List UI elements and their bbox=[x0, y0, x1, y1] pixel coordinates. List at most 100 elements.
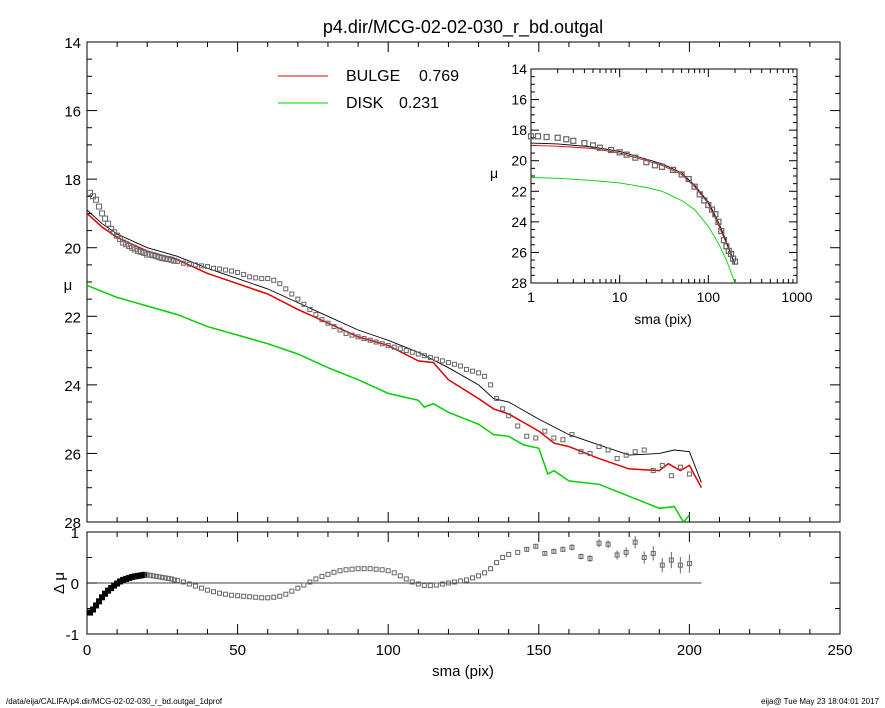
residual-data-point bbox=[421, 583, 427, 589]
inset-disk-line bbox=[530, 177, 736, 284]
main-data-point bbox=[482, 373, 488, 379]
main-data-point bbox=[93, 196, 100, 203]
main-data-point bbox=[168, 256, 175, 263]
residual-data-point bbox=[283, 591, 289, 597]
inset-data-point bbox=[691, 183, 698, 190]
main-data-point bbox=[677, 464, 683, 470]
residual-data-point bbox=[464, 577, 470, 583]
inset-x-tick-label: 1 bbox=[527, 289, 535, 305]
residual-data-point bbox=[165, 575, 171, 581]
inset-data-point bbox=[731, 258, 739, 265]
main-data-point bbox=[488, 382, 494, 388]
legend-bulge-value: 0.769 bbox=[419, 68, 459, 85]
main-data-point bbox=[87, 189, 94, 196]
main-data-point bbox=[247, 274, 253, 280]
inset-x-tick-label: 100 bbox=[697, 289, 721, 305]
main-data-point bbox=[476, 370, 482, 376]
residual-data-point bbox=[174, 577, 180, 583]
main-data-point bbox=[451, 361, 457, 367]
main-data-point bbox=[153, 253, 160, 260]
main-data-point bbox=[331, 324, 337, 330]
inset-x-axis-label: sma (pix) bbox=[634, 311, 692, 327]
main-data-point bbox=[211, 265, 217, 271]
main-y-tick-label: 20 bbox=[64, 241, 81, 258]
main-data-point bbox=[343, 330, 349, 336]
residual-data-point bbox=[331, 569, 337, 575]
main-data-point bbox=[587, 450, 593, 456]
inset-data-point bbox=[527, 133, 535, 140]
main-data-point bbox=[533, 435, 539, 441]
main-data-point bbox=[494, 396, 500, 402]
residual-data-point bbox=[355, 566, 361, 572]
main-y-tick-label: 16 bbox=[64, 104, 81, 121]
residual-y-tick-label: -1 bbox=[66, 627, 79, 644]
residual-data-point bbox=[271, 594, 277, 600]
main-data-point bbox=[223, 267, 229, 273]
residual-data-point bbox=[277, 593, 283, 599]
main-data-point bbox=[277, 281, 283, 287]
residual-data-point bbox=[391, 570, 397, 576]
main-data-point bbox=[102, 215, 109, 222]
main-data-point bbox=[515, 423, 521, 429]
main-bulge-line bbox=[86, 212, 703, 489]
residual-data-point bbox=[409, 579, 415, 585]
main-data-point bbox=[283, 286, 289, 292]
inset-y-tick-label: 26 bbox=[511, 244, 527, 260]
inset-x-tick-label: 10 bbox=[612, 289, 628, 305]
main-data-point bbox=[542, 428, 548, 434]
residual-data-point bbox=[403, 576, 409, 582]
inset-data-point bbox=[570, 137, 577, 144]
x-tick-label: 0 bbox=[83, 642, 91, 659]
inset-data-point bbox=[632, 154, 639, 161]
residual-data-point bbox=[677, 562, 683, 568]
residual-data-point bbox=[265, 595, 271, 601]
residual-data-point bbox=[144, 572, 150, 578]
main-data-point bbox=[162, 255, 169, 262]
main-data-point bbox=[141, 249, 148, 256]
residual-y-tick-label: 0 bbox=[71, 576, 79, 593]
main-data-point bbox=[180, 260, 186, 266]
main-data-point bbox=[578, 449, 584, 455]
main-data-point bbox=[385, 342, 391, 348]
residual-data-point bbox=[150, 573, 156, 579]
residual-data-point bbox=[168, 576, 174, 582]
residual-data-point bbox=[235, 593, 241, 599]
main-y-tick-label: 28 bbox=[64, 515, 81, 532]
residual-data-point bbox=[307, 579, 313, 585]
main-data-point bbox=[415, 351, 421, 357]
residual-data-point bbox=[470, 575, 476, 581]
main-data-point bbox=[470, 368, 476, 374]
main-data-point bbox=[349, 332, 355, 338]
residual-data-point bbox=[180, 579, 186, 585]
main-data-point bbox=[319, 317, 325, 323]
inset-y-tick-label: 14 bbox=[511, 61, 527, 77]
x-tick-label: 200 bbox=[677, 642, 702, 659]
residual-data-point bbox=[87, 609, 94, 616]
main-data-point bbox=[373, 339, 379, 345]
main-data-point bbox=[409, 349, 415, 355]
residual-data-point bbox=[379, 567, 385, 573]
main-y-tick-label: 14 bbox=[64, 35, 81, 52]
main-data-point bbox=[464, 366, 470, 372]
inset-data-point bbox=[581, 140, 588, 147]
inset-plot-frame bbox=[530, 68, 798, 284]
inset-y-tick-label: 18 bbox=[511, 122, 527, 138]
main-data-point bbox=[123, 241, 130, 248]
residual-data-point bbox=[171, 577, 177, 583]
residual-data-point bbox=[596, 540, 602, 546]
plot-title: p4.dir/MCG-02-02-030_r_bd.outgal bbox=[323, 17, 603, 38]
inset-data-point bbox=[685, 175, 692, 183]
residual-data-point bbox=[325, 571, 331, 577]
inset-data-point bbox=[701, 197, 708, 204]
main-panel: 14 16 18 20 22 24 26 28 μ BULGE 0.769 DISK 0.23… bbox=[64, 35, 841, 532]
residual-y-tick-label: 1 bbox=[71, 525, 79, 542]
main-y-axis-label: μ bbox=[64, 277, 73, 294]
inset-data-point bbox=[696, 191, 703, 198]
inset-data-point bbox=[712, 211, 719, 218]
main-data-point bbox=[229, 268, 235, 274]
residual-data-point bbox=[289, 588, 295, 594]
residual-data-point bbox=[614, 552, 620, 558]
residual-data-point bbox=[211, 589, 217, 595]
main-data-point bbox=[186, 261, 192, 267]
legend-disk-value: 0.231 bbox=[399, 95, 439, 112]
